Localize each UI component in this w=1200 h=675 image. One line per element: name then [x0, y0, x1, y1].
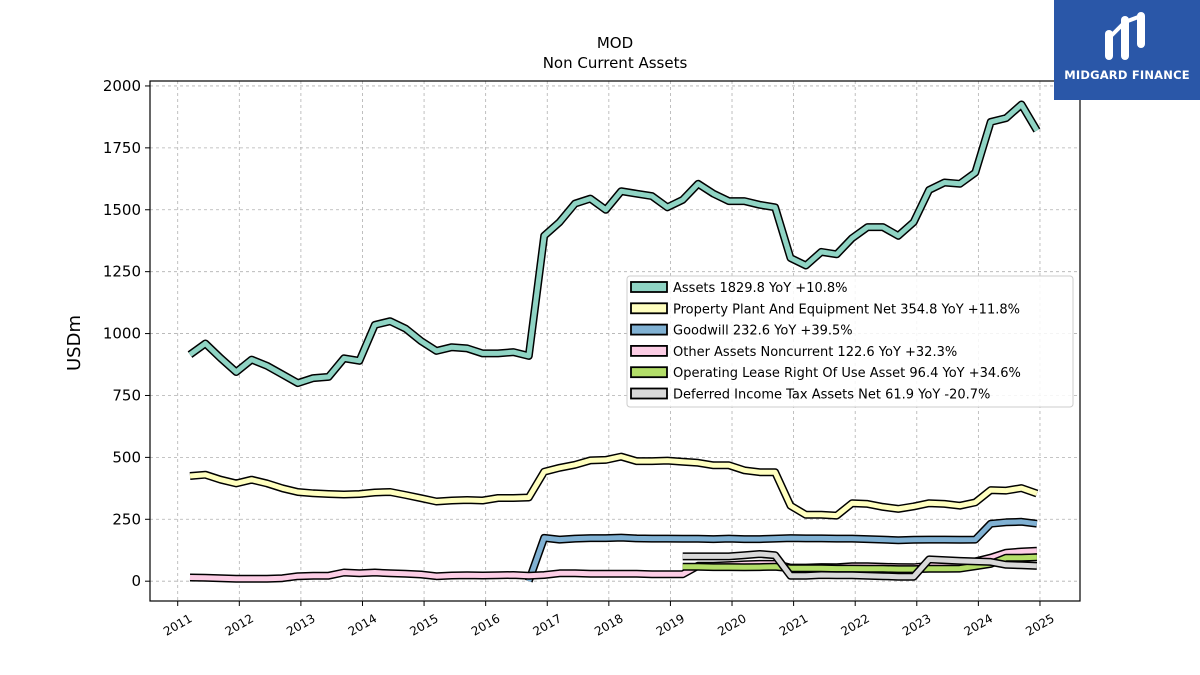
legend-label: Property Plant And Equipment Net 354.8 Y…	[673, 302, 1020, 317]
y-tick-label: 750	[112, 386, 141, 404]
y-tick-label: 0	[131, 572, 141, 590]
y-tick-label: 1000	[103, 325, 141, 343]
x-tick-label: 2011	[161, 611, 194, 638]
chart-subtitle: Non Current Assets	[543, 54, 688, 72]
series-line	[682, 554, 1037, 572]
y-tick-label: 500	[112, 448, 141, 466]
x-tick-label: 2014	[346, 611, 379, 638]
x-axis: 2011 2012 2013 2014 2015 2016 2017 2018 2019 2020…	[161, 601, 1057, 639]
x-tick-label: 2017	[531, 611, 564, 638]
brand-logo: MIDGARD FINANCE	[1054, 0, 1200, 100]
x-tick-label: 2025	[1023, 611, 1056, 638]
chart-title: MOD	[597, 34, 633, 52]
legend-swatch	[630, 387, 668, 400]
y-tick-label: 1250	[103, 263, 141, 281]
x-tick-label: 2020	[715, 611, 748, 638]
x-tick-label: 2012	[223, 611, 256, 638]
y-tick-label: 1750	[103, 139, 141, 157]
x-tick-label: 2019	[654, 611, 687, 638]
plot-area	[149, 80, 1081, 602]
series-line	[682, 551, 1037, 580]
series-line	[188, 102, 1040, 386]
x-tick-label: 2023	[900, 611, 933, 638]
legend-label: Operating Lease Right Of Use Asset 96.4 …	[673, 366, 1021, 381]
series-lines	[187, 100, 1041, 583]
x-tick-label: 2015	[407, 611, 440, 638]
y-axis-label: USDm	[64, 315, 85, 371]
legend-label: Goodwill 232.6 YoY +39.5%	[673, 324, 853, 339]
x-tick-label: 2022	[838, 611, 871, 638]
legend-label: Assets 1829.8 YoY +10.8%	[673, 281, 848, 296]
series-assets	[187, 100, 1041, 388]
legend-swatch	[630, 281, 668, 293]
y-tick-label: 250	[112, 510, 141, 528]
series-deferred-income-tax-assets-net	[682, 550, 1038, 581]
legend-swatch	[630, 366, 668, 379]
midgard-logo-icon	[1105, 12, 1145, 60]
x-tick-label: 2024	[962, 611, 995, 638]
series-line	[526, 519, 1038, 583]
series-line	[189, 454, 1038, 519]
legend-label: Deferred Income Tax Assets Net 61.9 YoY …	[673, 388, 990, 403]
logo-text: MIDGARD FINANCE	[1064, 68, 1190, 82]
legend-swatch	[630, 344, 668, 357]
legend-box	[626, 275, 1074, 408]
series-property-plant-and-equipment-net	[189, 452, 1039, 520]
legend-swatch	[630, 323, 668, 336]
y-axis: 0 250 500 750 1000 1250 1500 1750 2000	[103, 77, 150, 590]
legend: Assets 1829.8 YoY +10.8% Property Plant A…	[626, 275, 1074, 408]
x-tick-label: 2013	[284, 611, 317, 638]
x-tick-label: 2018	[592, 611, 625, 638]
x-tick-label: 2016	[469, 611, 502, 638]
legend-label: Other Assets Noncurrent 122.6 YoY +32.3%	[673, 345, 957, 360]
y-tick-label: 1500	[103, 201, 141, 219]
legend-swatch	[630, 302, 668, 315]
series-operating-lease-right-of-use-asset	[682, 553, 1038, 574]
series-goodwill	[525, 517, 1038, 583]
y-tick-label: 2000	[103, 77, 141, 95]
x-tick-label: 2021	[777, 611, 810, 638]
